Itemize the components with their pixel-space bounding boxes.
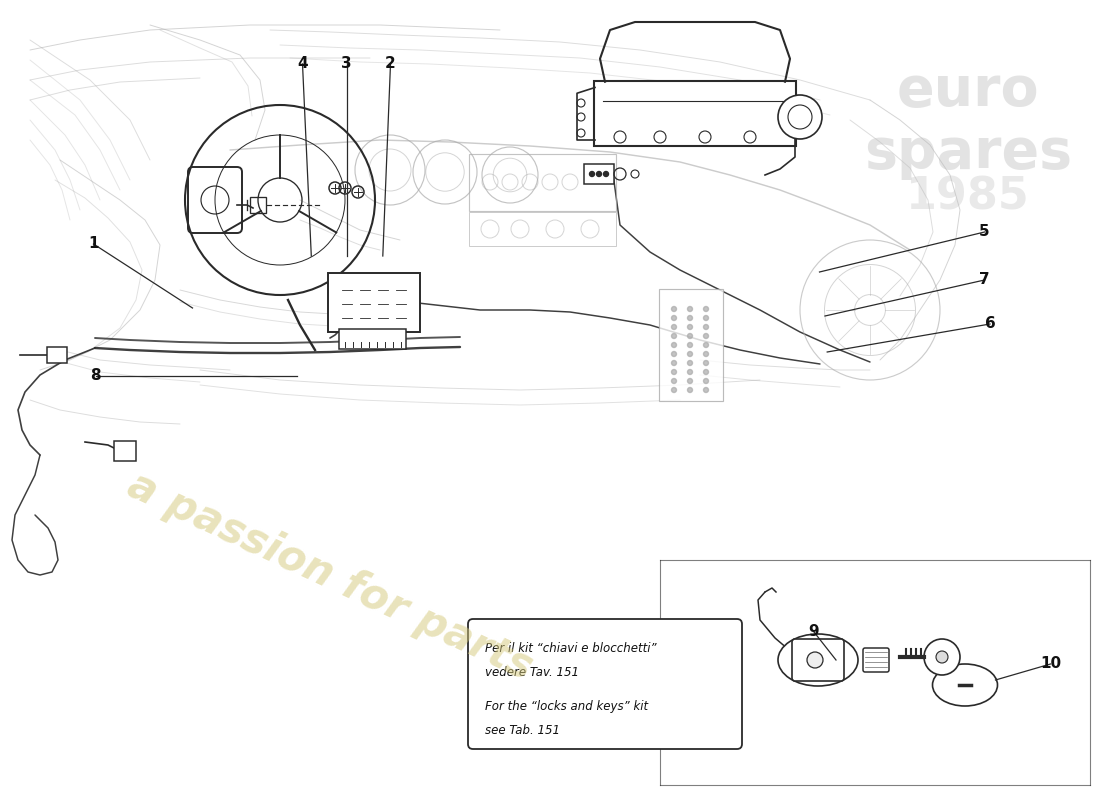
Circle shape — [688, 315, 693, 321]
FancyBboxPatch shape — [339, 329, 406, 349]
Circle shape — [671, 351, 676, 357]
Circle shape — [604, 171, 608, 177]
Text: For the “locks and keys” kit: For the “locks and keys” kit — [485, 700, 648, 713]
FancyBboxPatch shape — [47, 347, 67, 363]
Text: 9: 9 — [808, 625, 820, 639]
Circle shape — [688, 387, 693, 393]
FancyBboxPatch shape — [594, 81, 796, 146]
Circle shape — [704, 325, 708, 330]
Circle shape — [671, 325, 676, 330]
Text: 1: 1 — [88, 237, 99, 251]
Circle shape — [704, 361, 708, 366]
Text: 5: 5 — [979, 225, 990, 239]
FancyBboxPatch shape — [468, 619, 742, 749]
Circle shape — [807, 652, 823, 668]
Text: euro
spares: euro spares — [864, 64, 1072, 180]
Circle shape — [671, 387, 676, 393]
Circle shape — [688, 361, 693, 366]
Circle shape — [671, 315, 676, 321]
Text: 8: 8 — [90, 369, 101, 383]
Circle shape — [596, 171, 602, 177]
Text: 2: 2 — [385, 57, 396, 71]
Circle shape — [671, 361, 676, 366]
FancyBboxPatch shape — [328, 273, 420, 332]
Ellipse shape — [933, 664, 998, 706]
Circle shape — [590, 171, 594, 177]
Circle shape — [688, 378, 693, 383]
Circle shape — [704, 306, 708, 311]
Circle shape — [704, 378, 708, 383]
Text: 1985: 1985 — [906, 176, 1030, 219]
Circle shape — [704, 370, 708, 374]
Circle shape — [671, 370, 676, 374]
Text: 7: 7 — [979, 273, 990, 287]
Circle shape — [671, 306, 676, 311]
Circle shape — [688, 342, 693, 347]
Circle shape — [704, 387, 708, 393]
Text: 3: 3 — [341, 57, 352, 71]
Circle shape — [704, 334, 708, 338]
Text: see Tab. 151: see Tab. 151 — [485, 724, 560, 737]
Circle shape — [688, 370, 693, 374]
Text: vedere Tav. 151: vedere Tav. 151 — [485, 666, 579, 679]
Circle shape — [688, 351, 693, 357]
Circle shape — [671, 342, 676, 347]
Text: 10: 10 — [1040, 657, 1062, 671]
FancyBboxPatch shape — [114, 441, 136, 461]
Text: a passion for parts: a passion for parts — [121, 464, 539, 688]
Circle shape — [671, 334, 676, 338]
Circle shape — [704, 342, 708, 347]
FancyBboxPatch shape — [864, 648, 889, 672]
FancyBboxPatch shape — [584, 164, 614, 184]
Circle shape — [778, 95, 822, 139]
Text: 6: 6 — [984, 317, 996, 331]
Circle shape — [704, 315, 708, 321]
Circle shape — [704, 351, 708, 357]
FancyBboxPatch shape — [659, 289, 723, 401]
Ellipse shape — [778, 634, 858, 686]
Circle shape — [688, 334, 693, 338]
FancyBboxPatch shape — [792, 639, 844, 681]
Circle shape — [688, 325, 693, 330]
Text: Per il kit “chiavi e blocchetti”: Per il kit “chiavi e blocchetti” — [485, 642, 657, 655]
Circle shape — [924, 639, 960, 675]
Circle shape — [688, 306, 693, 311]
Circle shape — [936, 651, 948, 663]
Circle shape — [671, 378, 676, 383]
Text: 4: 4 — [297, 57, 308, 71]
